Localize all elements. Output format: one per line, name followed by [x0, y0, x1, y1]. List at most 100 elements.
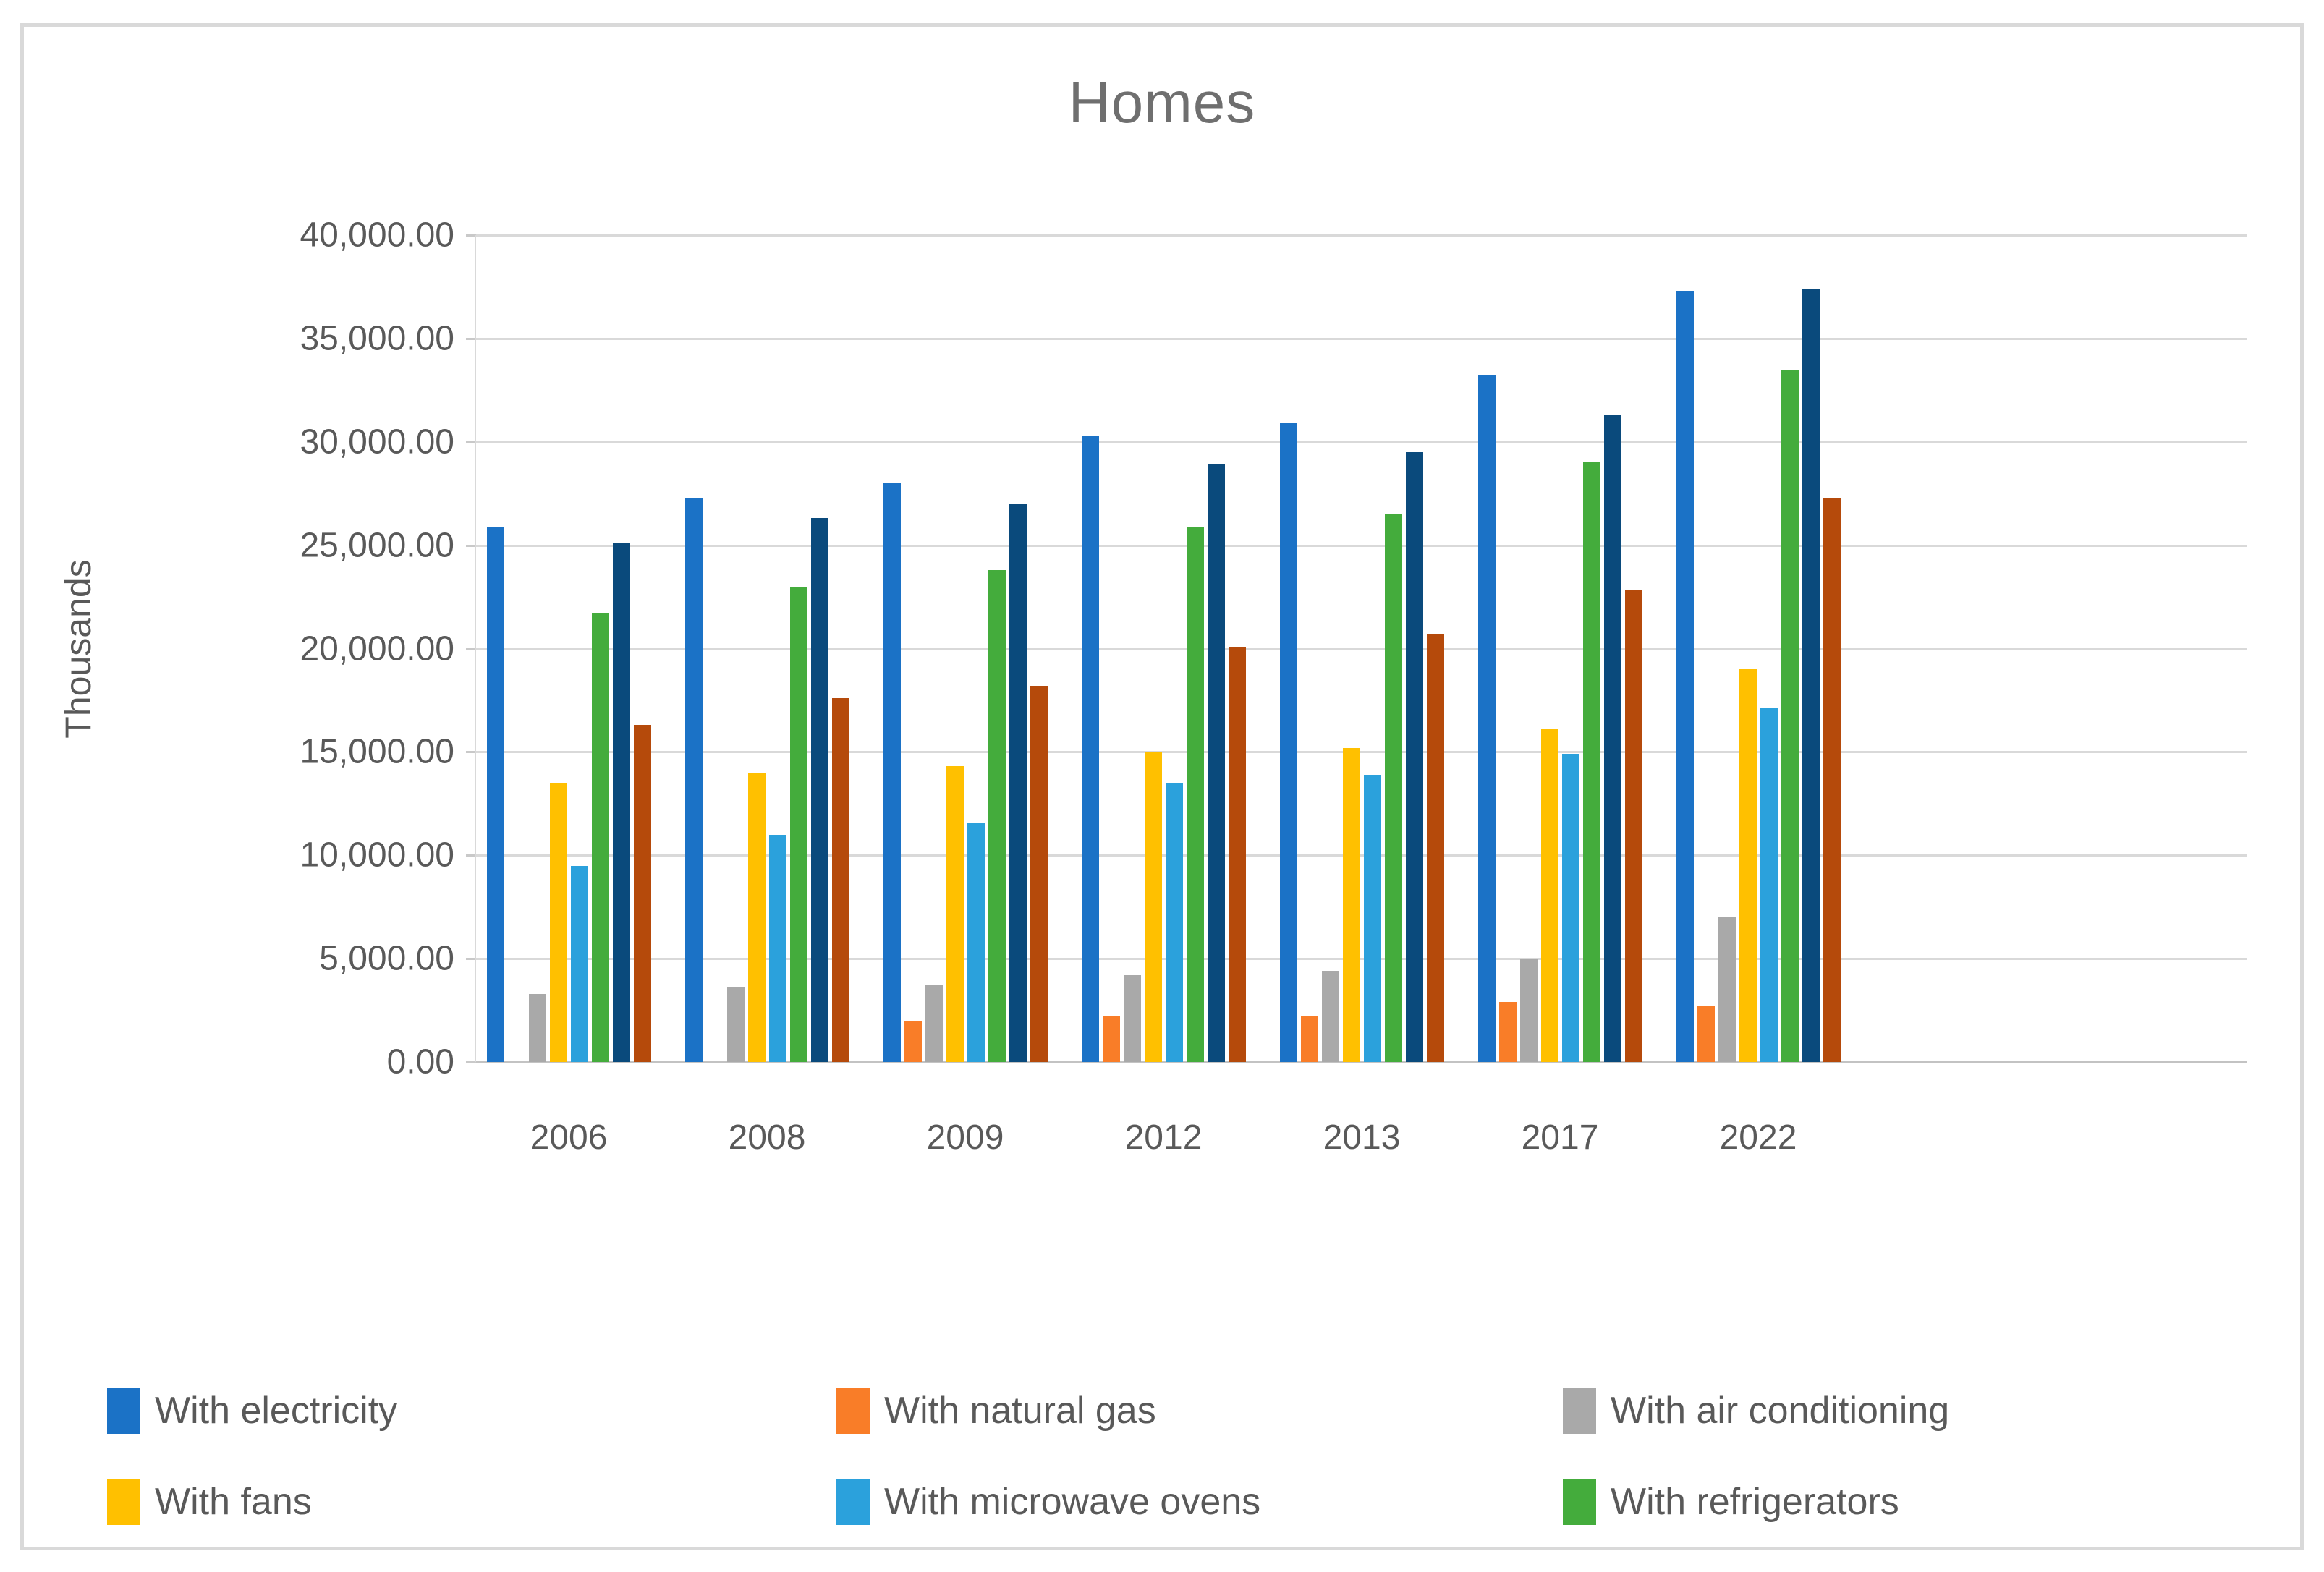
y-axis-tick — [466, 441, 476, 443]
bar-unlabeled-dark-blue-2013 — [1405, 452, 1423, 1062]
legend-swatch-icon — [836, 1479, 870, 1525]
bar-with-electricity-2017 — [1477, 375, 1496, 1062]
bar-unlabeled-dark-red-2006 — [633, 725, 651, 1062]
legend-label: With refrigerators — [1611, 1481, 1899, 1523]
legend-label: With natural gas — [884, 1390, 1156, 1432]
bar-with-refrigerators-2017 — [1582, 462, 1600, 1062]
legend-item-with-natural-gas: With natural gas — [836, 1388, 1156, 1434]
legend-item-with-electricity: With electricity — [107, 1388, 397, 1434]
y-axis-tick-label: 5,000.00 — [319, 939, 454, 978]
bar-with-natural-gas-2009 — [904, 1020, 922, 1062]
legend-swatch-icon — [1563, 1388, 1596, 1434]
gridline — [476, 751, 2247, 754]
bar-with-microwave-ovens-2009 — [967, 822, 985, 1062]
y-axis-tick — [466, 854, 476, 857]
bar-with-refrigerators-2009 — [988, 569, 1006, 1062]
bar-with-electricity-2022 — [1676, 291, 1694, 1062]
x-axis-tick-label: 2012 — [1124, 1118, 1203, 1157]
y-axis-tick-label: 30,000.00 — [300, 422, 454, 462]
x-axis-line — [476, 1061, 2247, 1063]
bar-with-air-conditioning-2009 — [925, 985, 943, 1062]
y-axis-tick-label: 15,000.00 — [300, 732, 454, 771]
bar-with-fans-2017 — [1540, 728, 1558, 1062]
x-axis-tick-label: 2022 — [1719, 1118, 1797, 1157]
legend-label: With microwave ovens — [884, 1481, 1261, 1523]
legend-swatch-icon — [836, 1388, 870, 1434]
legend-item-with-microwave-ovens: With microwave ovens — [836, 1479, 1260, 1525]
x-axis-tick-label: 2008 — [728, 1118, 806, 1157]
bar-with-fans-2008 — [747, 772, 766, 1062]
bar-with-natural-gas-2013 — [1300, 1016, 1318, 1062]
bar-with-electricity-2008 — [684, 497, 703, 1062]
bar-with-electricity-2012 — [1081, 436, 1099, 1062]
gridline — [476, 544, 2247, 547]
bar-unlabeled-dark-red-2009 — [1030, 685, 1048, 1062]
chart-frame — [20, 23, 2304, 1550]
bar-with-microwave-ovens-2022 — [1760, 708, 1778, 1062]
bar-with-refrigerators-2008 — [789, 586, 807, 1062]
gridline — [476, 958, 2247, 961]
bar-with-microwave-ovens-2012 — [1165, 783, 1183, 1062]
bar-with-natural-gas-2017 — [1498, 1002, 1517, 1062]
y-axis-tick-label: 20,000.00 — [300, 629, 454, 668]
bar-unlabeled-dark-blue-2006 — [612, 543, 630, 1062]
y-axis-tick — [466, 234, 476, 237]
bar-with-fans-2006 — [549, 783, 567, 1062]
legend-swatch-icon — [107, 1479, 140, 1525]
bar-unlabeled-dark-red-2013 — [1426, 634, 1444, 1062]
y-axis-tick-label: 40,000.00 — [300, 216, 454, 255]
y-axis-tick — [466, 1061, 476, 1063]
bar-unlabeled-dark-red-2008 — [831, 698, 849, 1062]
bar-unlabeled-dark-blue-2017 — [1603, 415, 1621, 1062]
bar-with-fans-2009 — [946, 766, 964, 1062]
legend-label: With electricity — [155, 1390, 398, 1432]
y-axis-line — [475, 235, 476, 1062]
y-axis-tick — [466, 337, 476, 340]
bar-unlabeled-dark-red-2017 — [1624, 590, 1642, 1062]
bar-with-natural-gas-2012 — [1102, 1016, 1120, 1062]
bar-with-air-conditioning-2006 — [528, 993, 546, 1062]
y-axis-tick-label: 10,000.00 — [300, 836, 454, 875]
bar-with-electricity-2006 — [486, 526, 504, 1062]
bar-with-fans-2022 — [1739, 669, 1757, 1062]
gridline — [476, 647, 2247, 650]
gridline — [476, 337, 2247, 340]
bar-with-air-conditioning-2012 — [1123, 974, 1141, 1062]
y-axis-tick-label: 25,000.00 — [300, 526, 454, 565]
bar-with-microwave-ovens-2008 — [768, 834, 786, 1062]
gridline — [476, 441, 2247, 443]
y-axis-tick — [466, 647, 476, 650]
bar-with-electricity-2013 — [1279, 423, 1297, 1062]
bar-with-microwave-ovens-2017 — [1561, 754, 1579, 1062]
x-axis-tick-label: 2006 — [530, 1118, 608, 1157]
legend-item-with-refrigerators: With refrigerators — [1563, 1479, 1899, 1525]
bar-unlabeled-dark-blue-2022 — [1802, 289, 1820, 1062]
bar-with-fans-2013 — [1342, 747, 1360, 1062]
bar-with-air-conditioning-2017 — [1519, 959, 1538, 1062]
bar-unlabeled-dark-blue-2008 — [810, 518, 828, 1062]
bar-unlabeled-dark-blue-2009 — [1009, 504, 1027, 1062]
gridline — [476, 854, 2247, 857]
chart-title: Homes — [1068, 70, 1256, 135]
bar-with-microwave-ovens-2006 — [570, 865, 588, 1062]
y-axis-tick-label: 35,000.00 — [300, 319, 454, 358]
bar-with-refrigerators-2012 — [1186, 526, 1204, 1062]
legend-label: With fans — [155, 1481, 312, 1523]
bar-with-air-conditioning-2013 — [1321, 971, 1339, 1062]
legend-item-with-fans: With fans — [107, 1479, 312, 1525]
legend-swatch-icon — [1563, 1479, 1596, 1525]
legend-label: With air conditioning — [1611, 1390, 1950, 1432]
bar-with-electricity-2009 — [883, 483, 901, 1062]
y-axis-tick-label: 0.00 — [386, 1042, 454, 1082]
y-axis-tick — [466, 544, 476, 547]
gridline — [476, 234, 2247, 237]
legend-swatch-icon — [107, 1388, 140, 1434]
x-axis-tick-label: 2009 — [926, 1118, 1004, 1157]
y-axis-title-text: Thousands — [58, 559, 98, 739]
bar-with-refrigerators-2022 — [1781, 369, 1799, 1062]
bar-with-microwave-ovens-2013 — [1363, 774, 1381, 1062]
y-axis-tick — [466, 751, 476, 754]
bar-with-refrigerators-2013 — [1384, 514, 1402, 1062]
x-axis-tick-label: 2017 — [1521, 1118, 1599, 1157]
